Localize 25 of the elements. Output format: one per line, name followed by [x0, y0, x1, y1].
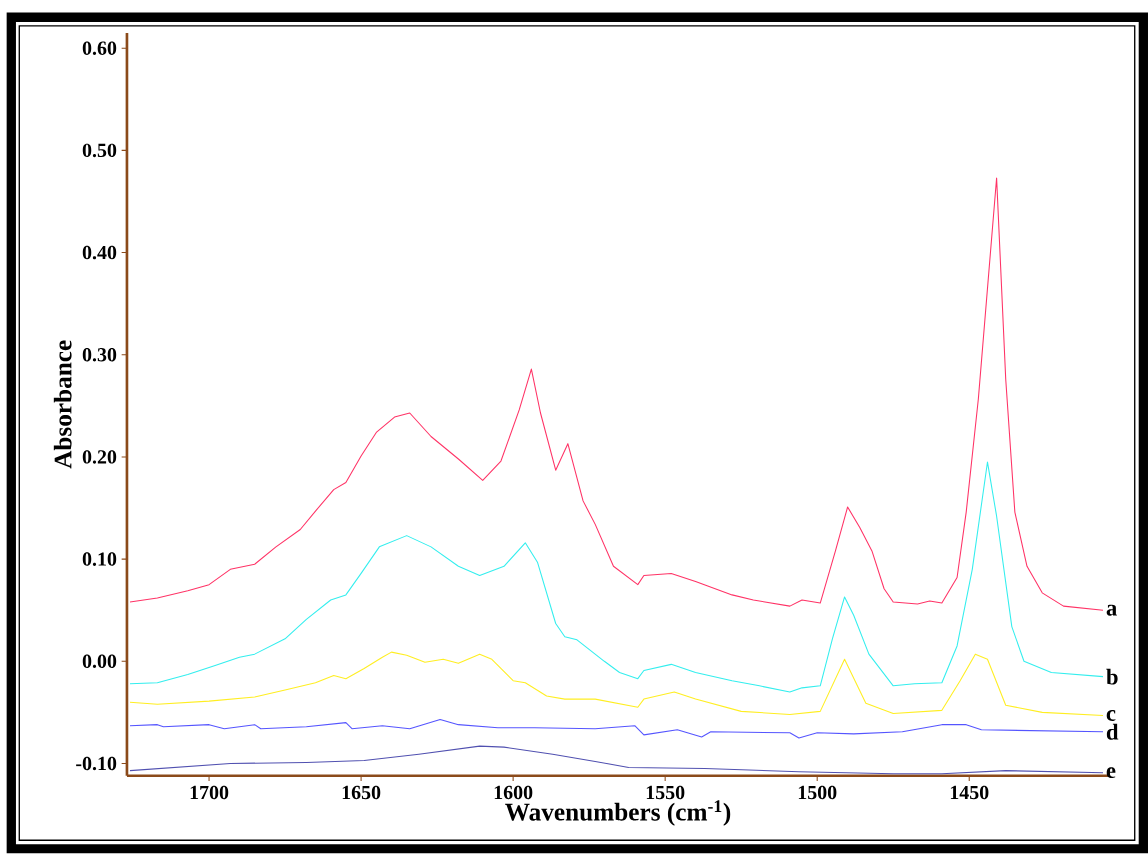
y-tick-label: 0.30 — [82, 348, 117, 362]
series-label: b — [1106, 668, 1118, 685]
line-series — [129, 745, 1104, 775]
y-tick-label: 0.40 — [82, 246, 117, 260]
series-label: e — [1106, 767, 1116, 779]
y-axis-title: Absorbance — [53, 340, 72, 469]
y-tick-label: 0.50 — [82, 143, 117, 158]
x-tick-label: 1500 — [798, 785, 837, 800]
series-label: a — [1106, 605, 1117, 616]
y-tick-label: 0.10 — [82, 552, 117, 567]
line-series — [129, 461, 1104, 693]
y-tick-label: 0.20 — [82, 450, 117, 464]
x-tick-label: 1650 — [342, 785, 381, 800]
x-tick-label: 1450 — [950, 785, 989, 800]
line-series — [129, 651, 1104, 717]
series-label: c — [1106, 710, 1116, 722]
y-tick-label: 0.60 — [82, 41, 117, 56]
series-label: d — [1106, 724, 1119, 740]
x-axis-title: Wavenumbers (cm$^{-1}$) — [505, 800, 731, 826]
x-tick-label: 1600 — [494, 785, 533, 800]
y-tick-label: -0.10 — [76, 756, 117, 771]
line-series — [129, 177, 1104, 611]
y-tick-label: 0.00 — [82, 654, 117, 669]
x-tick-label: 1550 — [646, 785, 685, 800]
x-tick-label: 1700 — [190, 785, 229, 800]
